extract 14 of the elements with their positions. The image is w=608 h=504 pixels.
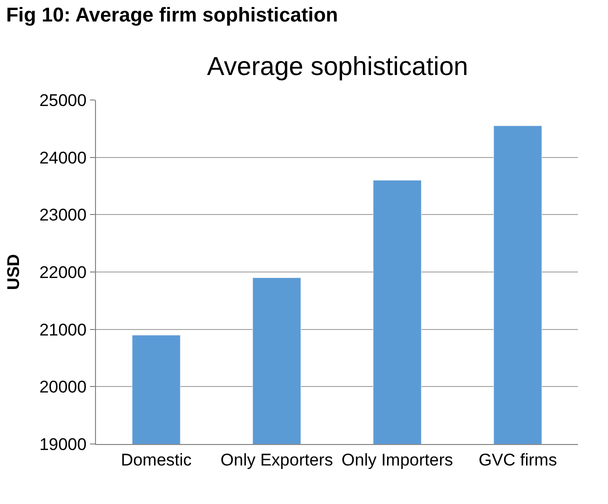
chart-subtitle: Average sophistication [207,51,468,81]
x-tick-label: Only Exporters [220,450,333,470]
y-tick-label: 22000 [39,262,87,282]
y-tick-label: 20000 [39,378,87,397]
x-tick-label: GVC firms [478,450,557,470]
y-tick-label: 25000 [39,90,87,110]
x-tick-label: Domestic [120,450,192,470]
x-tick-label: Only Importers [342,450,453,470]
y-axis-title: USD [4,254,23,290]
y-tick-label: 24000 [39,148,87,168]
y-tick-label: 19000 [39,434,87,454]
y-tick-label: 21000 [39,320,87,340]
y-tick-label: 23000 [39,206,87,225]
chart-title: Fig 10: Average firm sophistication [6,4,338,27]
